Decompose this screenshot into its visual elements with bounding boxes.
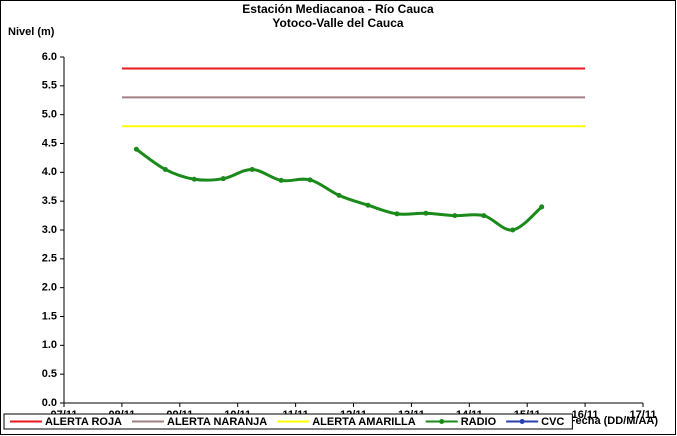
series-marker (162, 166, 168, 172)
legend-label: CVC (541, 416, 564, 428)
series-marker (539, 204, 545, 210)
x-tick-label: 17/11 (630, 409, 657, 421)
y-tick-label: 1.5 (42, 310, 57, 322)
legend-label: ALERTA AMARILLA (312, 416, 416, 428)
series-marker (452, 213, 458, 219)
x-tick-label: 16/11 (572, 409, 599, 421)
y-tick-label: 3.5 (42, 195, 57, 207)
legend-label: ALERTA ROJA (45, 416, 122, 428)
series-marker (220, 176, 226, 182)
series-marker (307, 177, 313, 183)
series-marker (249, 166, 255, 172)
y-tick-label: 0.5 (42, 368, 57, 380)
y-tick-label: 1.0 (42, 339, 57, 351)
chart-title: Estación Mediacanoa - Río Cauca (242, 2, 434, 16)
y-tick-label: 0.0 (42, 397, 57, 409)
series-marker (191, 176, 197, 182)
legend-marker (519, 419, 525, 424)
series-marker (481, 213, 487, 219)
y-tick-label: 2.5 (42, 253, 57, 265)
y-tick-label: 5.0 (42, 109, 57, 121)
y-tick-label: 6.0 (42, 51, 57, 63)
y-axis-label: Nivel (m) (8, 26, 55, 38)
series-marker (336, 192, 342, 198)
y-tick-label: 4.5 (42, 137, 57, 149)
series-marker (278, 177, 284, 183)
legend-label: RADIO (461, 416, 497, 428)
x-axis-label: Fecha (DD/M/AA) (569, 415, 659, 427)
y-tick-label: 3.0 (42, 224, 57, 236)
series-marker (510, 227, 516, 233)
legend-marker (439, 419, 445, 424)
chart-subtitle: Yotoco-Valle del Cauca (272, 16, 403, 30)
y-tick-label: 2.0 (42, 282, 57, 294)
series-marker (133, 146, 139, 152)
y-tick-label: 5.5 (42, 80, 57, 92)
y-tick-label: 4.0 (42, 166, 57, 178)
legend-label: ALERTA NARANJA (167, 416, 267, 428)
series-marker (365, 202, 371, 208)
series-marker (394, 211, 400, 217)
series-marker (423, 210, 429, 216)
